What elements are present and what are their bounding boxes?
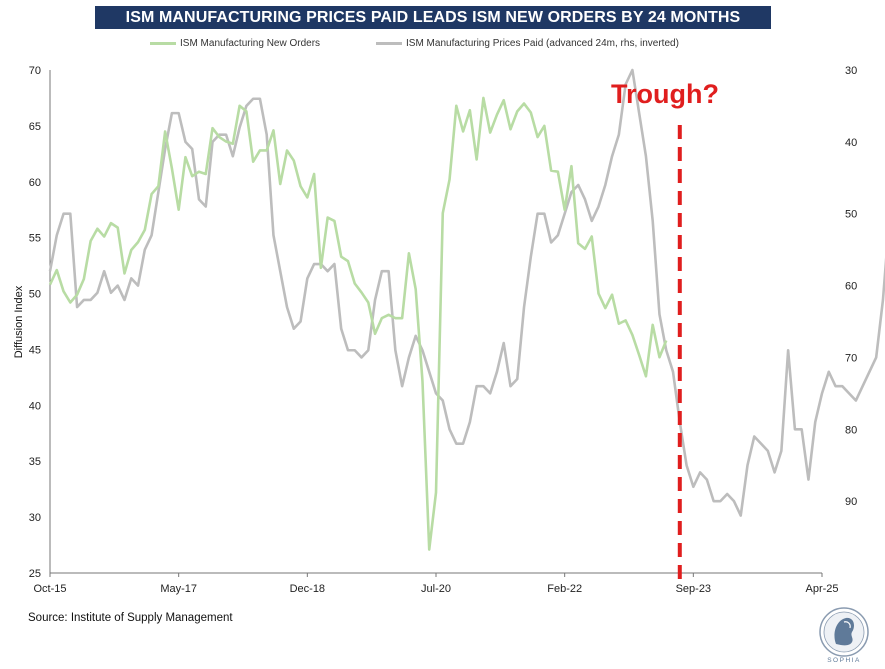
y-tick-label-left: 55 [29, 233, 41, 245]
x-tick-label: May-17 [160, 583, 197, 595]
y-tick-label-right: 30 [845, 65, 857, 77]
y-tick-label-left: 25 [29, 568, 41, 580]
x-tick-label: Oct-15 [33, 583, 66, 595]
y-tick-label-left: 40 [29, 400, 41, 412]
legend-swatch-new-orders [150, 42, 176, 45]
x-tick-label: Apr-25 [805, 583, 838, 595]
series-line-prices-paid [48, 68, 885, 517]
x-tick-label: Feb-22 [547, 583, 582, 595]
y-tick-label-right: 50 [845, 209, 857, 221]
x-tick-label: Sep-23 [676, 583, 711, 595]
chart-title: ISM MANUFACTURING PRICES PAID LEADS ISM … [95, 6, 771, 29]
y-tick-label-left: 35 [29, 456, 41, 468]
y-tick-label-left: 60 [29, 177, 41, 189]
legend-label-new-orders: ISM Manufacturing New Orders [180, 38, 321, 49]
y-tick-label-left: 50 [29, 289, 41, 301]
legend-swatch-prices-paid [376, 42, 402, 45]
y-tick-label-right: 80 [845, 424, 857, 436]
y-axis-label: Diffusion Index [13, 285, 25, 358]
y-tick-label-right: 60 [845, 281, 857, 293]
legend-item-prices-paid: ISM Manufacturing Prices Paid (advanced … [376, 38, 679, 49]
y-tick-label-left: 65 [29, 121, 41, 133]
x-tick-label: Jul-20 [421, 583, 451, 595]
x-tick-label: Dec-18 [290, 583, 325, 595]
svg-text:SOPHIA: SOPHIA [827, 657, 861, 664]
y-tick-label-right: 40 [845, 137, 857, 149]
series-line-new-orders [48, 96, 668, 551]
source-note: Source: Institute of Supply Management [28, 612, 233, 624]
y-tick-label-left: 45 [29, 344, 41, 356]
trough-annotation: Trough? [611, 79, 719, 109]
y-tick-label-left: 70 [29, 65, 41, 77]
legend-label-prices-paid: ISM Manufacturing Prices Paid (advanced … [406, 38, 679, 49]
y-tick-label-right: 70 [845, 352, 857, 364]
sophia-logo: SOPHIA [814, 604, 874, 664]
legend-item-new-orders: ISM Manufacturing New Orders [150, 38, 320, 49]
y-tick-label-left: 30 [29, 512, 41, 524]
y-tick-label-right: 90 [845, 496, 857, 508]
